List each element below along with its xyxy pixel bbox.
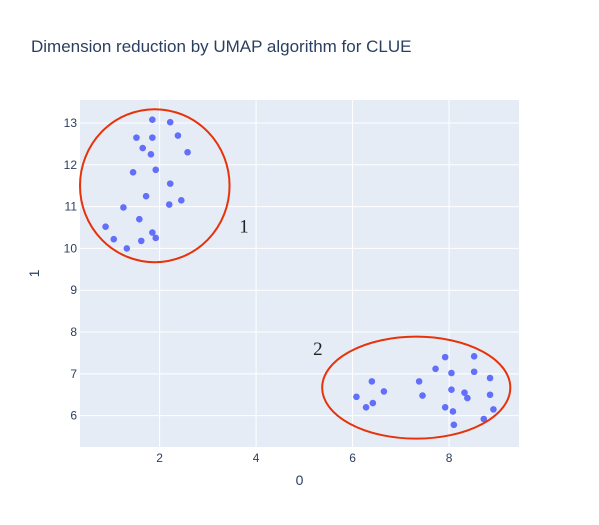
y-axis-title: 1 <box>26 269 42 277</box>
data-point <box>139 145 146 152</box>
y-tick-label: 12 <box>64 158 78 172</box>
data-point <box>442 404 449 411</box>
data-point <box>110 236 117 243</box>
data-point <box>464 395 471 402</box>
data-point <box>167 119 174 126</box>
y-tick-label: 11 <box>65 200 78 214</box>
data-point <box>130 169 137 176</box>
data-point <box>148 151 155 158</box>
data-point <box>471 353 478 360</box>
data-point <box>448 370 455 377</box>
y-tick-label: 8 <box>70 325 77 339</box>
data-point <box>102 223 109 230</box>
data-point <box>152 235 159 242</box>
data-point <box>353 394 360 401</box>
data-point <box>381 388 388 395</box>
data-point <box>149 229 156 236</box>
y-tick-label: 13 <box>64 116 78 130</box>
data-point <box>133 134 140 141</box>
chart-title: Dimension reduction by UMAP algorithm fo… <box>31 37 411 56</box>
data-point <box>432 366 439 373</box>
data-point <box>138 238 145 245</box>
data-point <box>451 422 458 429</box>
data-point <box>143 193 150 200</box>
data-point <box>167 180 174 187</box>
data-point <box>487 391 494 398</box>
x-tick-label: 6 <box>349 451 356 465</box>
y-tick-label: 6 <box>70 409 77 423</box>
data-point <box>123 245 130 252</box>
data-point <box>149 134 156 141</box>
y-tick-label: 9 <box>70 283 77 297</box>
y-axis-ticks: 6 7 8 9 10 11 12 13 <box>64 116 78 423</box>
data-point <box>450 408 457 415</box>
data-point <box>419 392 426 399</box>
data-point <box>471 368 478 375</box>
data-point <box>152 167 159 174</box>
x-axis-title: 0 <box>296 472 304 488</box>
data-point <box>416 378 423 385</box>
data-point <box>120 204 127 211</box>
y-tick-label: 10 <box>64 241 78 255</box>
cluster-label: 1 <box>239 217 249 238</box>
cluster-label: 2 <box>313 339 323 360</box>
data-point <box>369 378 376 385</box>
x-tick-label: 4 <box>253 451 260 465</box>
data-point <box>178 197 185 204</box>
data-point <box>448 386 455 393</box>
data-point <box>175 132 182 139</box>
data-point <box>363 404 370 411</box>
x-axis-ticks: 2 4 6 8 <box>156 451 452 465</box>
data-point <box>370 400 377 407</box>
data-point <box>166 201 173 208</box>
data-point <box>442 354 449 361</box>
x-tick-label: 2 <box>156 451 163 465</box>
data-point <box>490 406 497 413</box>
data-point <box>149 116 156 123</box>
x-tick-label: 8 <box>446 451 453 465</box>
data-point <box>184 149 191 156</box>
plot-area <box>80 100 519 447</box>
data-point <box>487 375 494 382</box>
y-tick-label: 7 <box>70 367 77 381</box>
data-point <box>136 216 143 223</box>
